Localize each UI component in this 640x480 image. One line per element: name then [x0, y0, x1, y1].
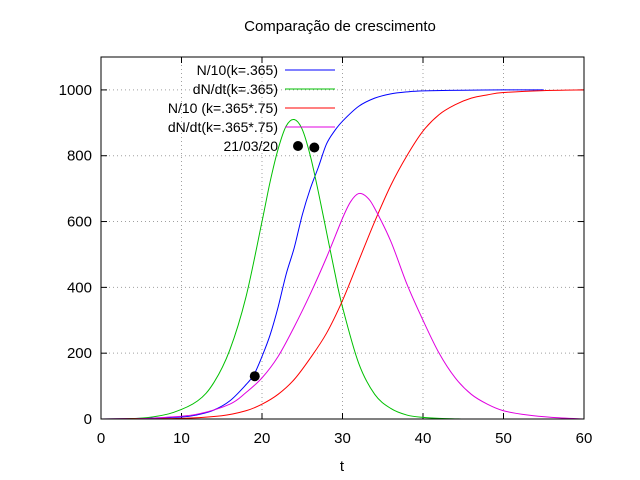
line-series-2: [125, 118, 464, 420]
x-tick-label: 0: [97, 430, 105, 447]
data-point-series-5: [309, 142, 320, 153]
y-tick-label: 600: [67, 214, 92, 231]
y-tick-label: 200: [67, 345, 92, 362]
x-tick-label: 50: [495, 430, 512, 447]
y-tick-label: 800: [67, 148, 92, 165]
grid: [101, 57, 584, 419]
line-series-4: [133, 192, 585, 420]
x-tick-label: 40: [415, 430, 432, 447]
x-tick-label: 30: [334, 430, 351, 447]
legend-label-series-4: dN/dt(k=.365*.75): [168, 119, 278, 135]
x-tick-label: 20: [254, 430, 271, 447]
x-tick-label: 10: [173, 430, 190, 447]
series-lines: [100, 89, 585, 420]
x-axis-label: t: [340, 458, 345, 475]
legend-label-series-5: 21/03/20: [224, 138, 279, 154]
y-tick-label: 1000: [59, 82, 92, 99]
chart-title: Comparação de crescimento: [244, 18, 436, 35]
legend-label-series-2: dN/dt(k=.365): [193, 81, 278, 97]
x-tick-label: 60: [576, 430, 593, 447]
line-series-1: [100, 89, 544, 420]
plot-frame: [100, 56, 585, 420]
line-series-3: [100, 89, 585, 420]
legend-label-series-1: N/10(k=.365): [197, 62, 278, 78]
y-tick-label: 400: [67, 279, 92, 296]
y-tick-label: 0: [84, 411, 92, 428]
data-point-series-5: [249, 371, 260, 382]
legend-label-series-3: N/10 (k=.365*.75): [168, 100, 278, 116]
legend: N/10(k=.365) dN/dt(k=.365) N/10 (k=.365*.7…: [168, 62, 335, 154]
legend-marker-series-5: [293, 141, 303, 151]
